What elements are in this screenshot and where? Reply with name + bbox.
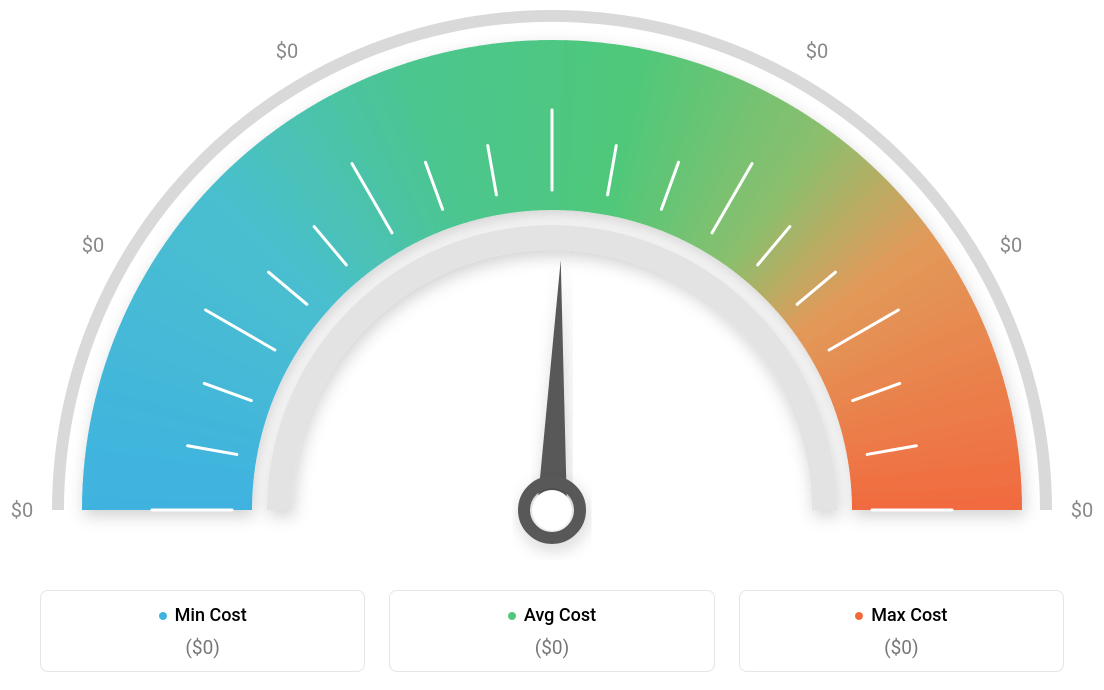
- legend-label-max: Max Cost: [871, 605, 947, 626]
- gauge-tick-label: $0: [82, 233, 104, 257]
- legend-dot-avg: [508, 612, 516, 620]
- gauge-tick-label: $0: [276, 39, 298, 63]
- legend-row: Min Cost ($0) Avg Cost ($0) Max Cost ($0…: [40, 590, 1064, 673]
- legend-value-max: ($0): [750, 636, 1053, 659]
- legend-title-max: Max Cost: [855, 605, 947, 626]
- legend-dot-min: [159, 612, 167, 620]
- legend-card-max: Max Cost ($0): [739, 590, 1064, 673]
- legend-dot-max: [855, 612, 863, 620]
- gauge-tick-label: $0: [1000, 233, 1022, 257]
- gauge-svg: [0, 0, 1104, 560]
- gauge-tick-label: $0: [806, 39, 828, 63]
- legend-card-avg: Avg Cost ($0): [389, 590, 714, 673]
- gauge-tick-label: $0: [11, 498, 33, 522]
- legend-label-avg: Avg Cost: [524, 605, 596, 626]
- legend-value-avg: ($0): [400, 636, 703, 659]
- gauge-tick-label: $0: [1071, 498, 1093, 522]
- legend-value-min: ($0): [51, 636, 354, 659]
- legend-label-min: Min Cost: [175, 605, 247, 626]
- legend-title-min: Min Cost: [159, 605, 247, 626]
- gauge-chart: $0$0$0$0$0$0$0: [0, 0, 1104, 560]
- legend-card-min: Min Cost ($0): [40, 590, 365, 673]
- legend-title-avg: Avg Cost: [508, 605, 596, 626]
